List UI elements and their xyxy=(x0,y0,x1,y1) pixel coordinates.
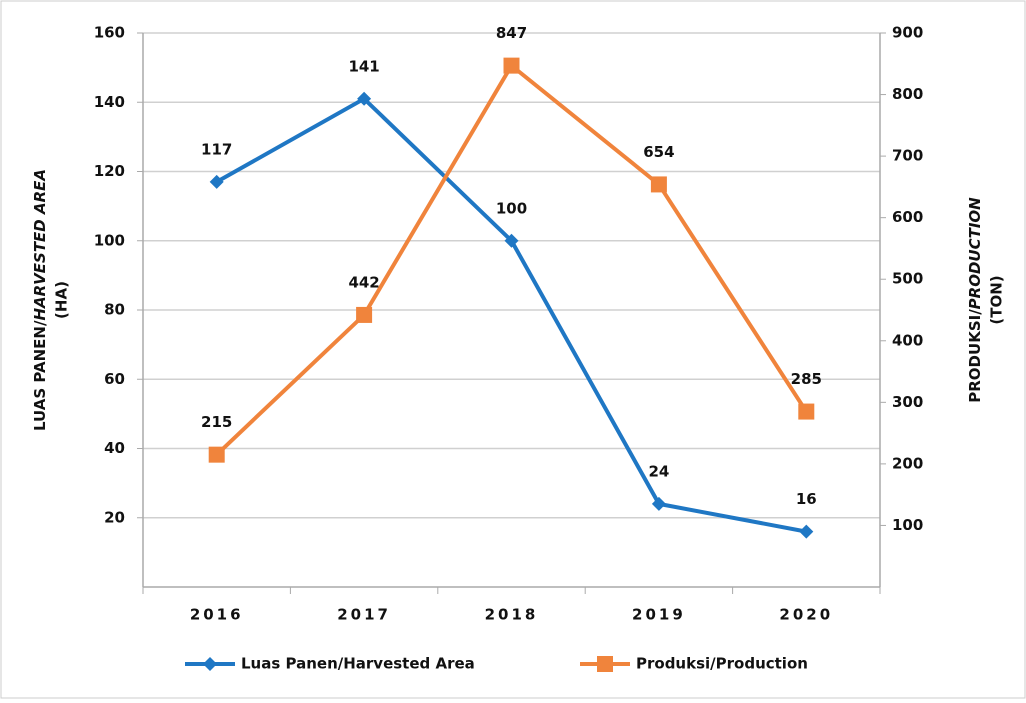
y2-axis-title-unit: (TON) xyxy=(988,275,1006,324)
y-axis-title-unit: (HA) xyxy=(53,281,71,319)
y-axis-title-part: LUAS PANEN/ xyxy=(31,320,49,431)
data-label: 24 xyxy=(648,462,669,480)
x-tick-label: 2020 xyxy=(779,606,833,624)
data-label: 100 xyxy=(496,199,527,217)
marker xyxy=(356,306,373,323)
marker xyxy=(503,57,520,74)
y-tick-label: 160 xyxy=(94,24,125,42)
y-axis-title: LUAS PANEN/HARVESTED AREA xyxy=(31,169,49,431)
y-tick-label: 80 xyxy=(104,301,125,319)
y2-axis-title: PRODUKSI/PRODUCTION xyxy=(966,197,984,403)
y-tick-label: 120 xyxy=(94,162,125,180)
x-tick-label: 2018 xyxy=(485,606,539,624)
y2-tick-label: 600 xyxy=(892,208,923,226)
marker xyxy=(357,91,372,106)
marker xyxy=(504,233,519,248)
y2-tick-label: 500 xyxy=(892,270,923,288)
marker xyxy=(209,174,224,189)
marker xyxy=(650,176,667,193)
y2-tick-label: 400 xyxy=(892,331,923,349)
marker xyxy=(597,656,613,672)
y2-axis-title-part: PRODUCTION xyxy=(966,197,984,309)
marker xyxy=(203,657,217,671)
data-label: 285 xyxy=(791,370,822,388)
y2-tick-label: 100 xyxy=(892,516,923,534)
data-label: 16 xyxy=(796,490,817,508)
x-tick-label: 2016 xyxy=(190,606,244,624)
y2-axis-title-part: PRODUKSI/ xyxy=(966,309,984,403)
y2-tick-label: 700 xyxy=(892,147,923,165)
y2-tick-label: 300 xyxy=(892,393,923,411)
x-tick-label: 2019 xyxy=(632,606,686,624)
legend-label: Produksi/Production xyxy=(636,655,808,673)
y-tick-label: 40 xyxy=(104,439,125,457)
y2-tick-label: 800 xyxy=(892,85,923,103)
data-label: 141 xyxy=(348,57,379,75)
y-tick-label: 20 xyxy=(104,508,125,526)
marker xyxy=(799,524,814,539)
y-tick-label: 60 xyxy=(104,370,125,388)
data-label: 117 xyxy=(201,140,232,158)
marker xyxy=(208,446,225,463)
data-label: 847 xyxy=(496,24,527,42)
x-tick-label: 2017 xyxy=(337,606,391,624)
y-tick-label: 140 xyxy=(94,93,125,111)
marker xyxy=(798,403,815,420)
y2-tick-label: 900 xyxy=(892,24,923,42)
y-tick-label: 100 xyxy=(94,231,125,249)
data-label: 654 xyxy=(643,143,674,161)
y2-tick-label: 200 xyxy=(892,454,923,472)
data-label: 442 xyxy=(348,273,379,291)
y-axis-title-part: HARVESTED AREA xyxy=(31,169,49,321)
data-label: 215 xyxy=(201,413,232,431)
legend-label: Luas Panen/Harvested Area xyxy=(241,655,475,673)
marker xyxy=(651,496,666,511)
